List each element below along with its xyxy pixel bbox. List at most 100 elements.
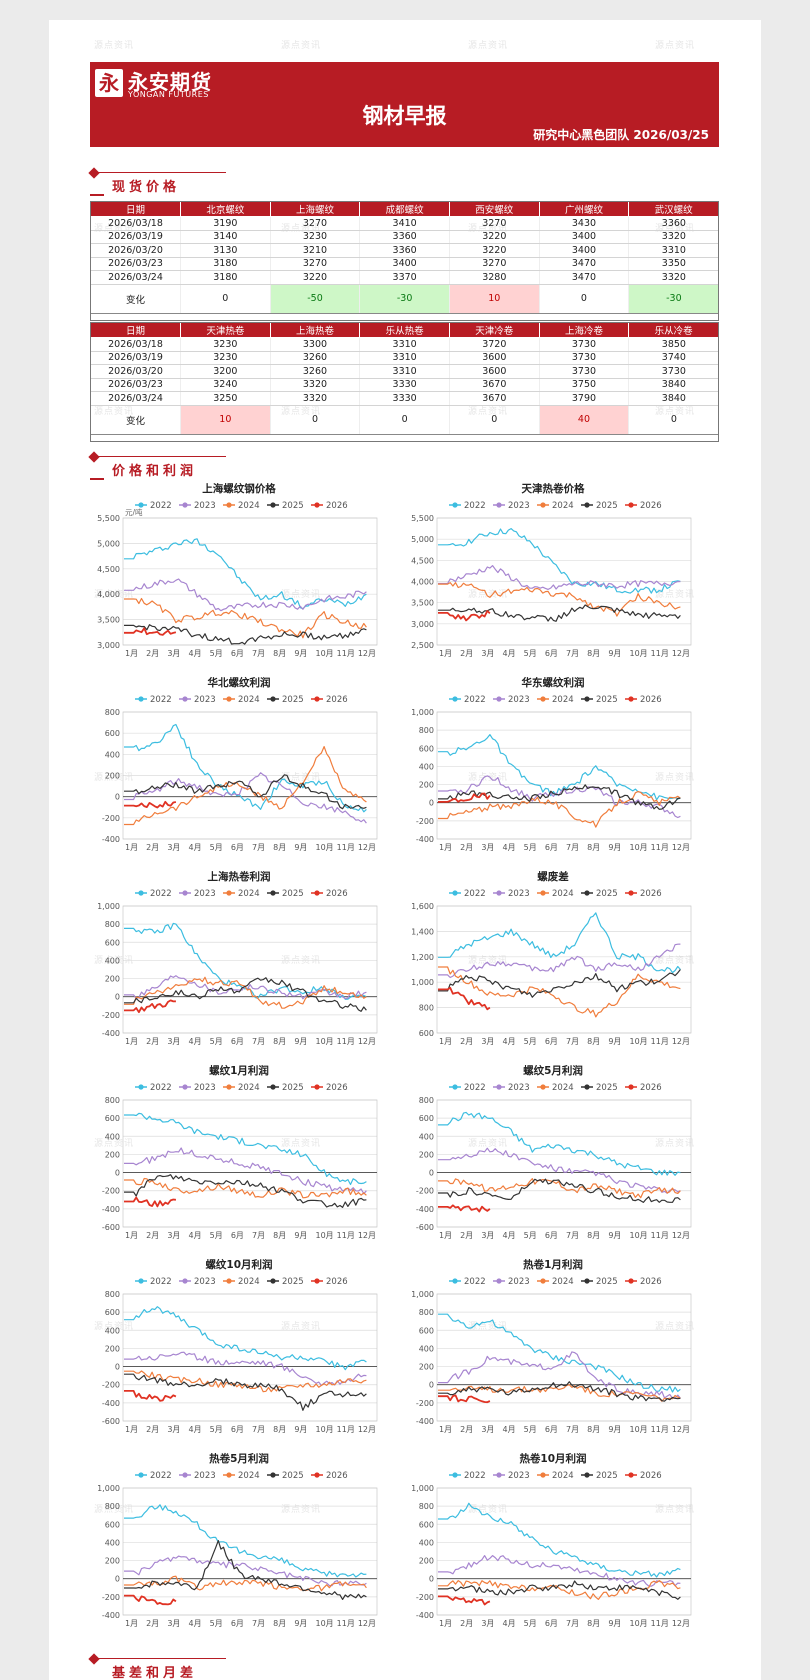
section-rule — [96, 1658, 226, 1659]
series-line-2023 — [124, 1147, 367, 1195]
table-cell: 3730 — [628, 364, 719, 379]
table-row: 2026/03/18 3230 3300 3310 3720 3730 3850 — [90, 337, 719, 352]
table-cell: 3740 — [628, 351, 719, 365]
series-line-2024 — [124, 1177, 367, 1199]
legend-marker — [314, 890, 320, 896]
x-tick-label: 1月 — [439, 1231, 452, 1240]
plot-frame — [122, 517, 378, 646]
legend-marker — [540, 1472, 546, 1478]
line-chart: 天津热卷价格 2022 2023 2024 2025 2026 2,500 3,000 3,50… — [411, 482, 692, 658]
legend-marker — [496, 696, 502, 702]
legend-marker — [540, 696, 546, 702]
series-line-2022 — [124, 1112, 367, 1186]
table-cell: 3260 — [269, 364, 360, 379]
table-cell: 3400 — [359, 257, 450, 271]
legend-marker — [138, 502, 144, 508]
column-header: 武汉螺纹 — [628, 201, 719, 217]
column-header: 日期 — [90, 201, 181, 217]
series-line-2024 — [438, 966, 681, 1018]
y-tick-label: 200 — [419, 1363, 434, 1372]
x-tick-label: 12月 — [358, 1037, 376, 1046]
chart-title: 热卷1月利润 — [523, 1258, 583, 1271]
series-line-2022 — [124, 538, 367, 610]
legend-label: 2023 — [508, 1277, 530, 1287]
legend-marker — [452, 890, 458, 896]
plot-frame — [436, 905, 692, 1034]
x-tick-label: 10月 — [630, 1037, 648, 1046]
x-tick-label: 2月 — [146, 1231, 159, 1240]
legend-marker — [584, 502, 590, 508]
x-tick-label: 5月 — [210, 649, 223, 658]
watermark-text: 源点资讯 — [94, 1505, 135, 1515]
y-tick-label: 0 — [429, 799, 434, 808]
x-tick-label: 6月 — [231, 843, 244, 852]
column-header: 广州螺纹 — [538, 201, 630, 217]
series-line-2023 — [124, 578, 367, 612]
report-author-date: 研究中心黑色团队 2026/03/25 — [533, 128, 709, 142]
x-tick-label: 3月 — [167, 1619, 180, 1628]
legend-marker — [226, 696, 232, 702]
legend-marker — [270, 1084, 276, 1090]
table-cell: 3310 — [628, 243, 719, 258]
y-tick-label: 0 — [115, 993, 120, 1002]
chart-title: 热卷10月利润 — [519, 1452, 586, 1465]
x-tick-label: 3月 — [167, 1231, 180, 1240]
series-line-2026 — [438, 1204, 491, 1213]
legend-label: 2025 — [282, 501, 304, 511]
x-tick-label: 8月 — [587, 1619, 600, 1628]
legend-label: 2023 — [194, 501, 216, 511]
x-tick-label: 7月 — [566, 649, 579, 658]
x-tick-label: 2月 — [460, 649, 473, 658]
legend-label: 2024 — [552, 501, 574, 511]
y-tick-label: 1,000 — [411, 1290, 434, 1299]
y-tick-label: -200 — [416, 817, 434, 826]
table-cell: 3230 — [180, 351, 271, 365]
y-tick-label: 400 — [105, 956, 120, 965]
column-header: 天津热卷 — [180, 322, 271, 338]
series-line-2026 — [124, 999, 176, 1014]
table-cell: 3280 — [448, 270, 540, 285]
table-cell: 3330 — [359, 391, 450, 406]
y-tick-label: 800 — [419, 1308, 434, 1317]
section-rule — [96, 172, 226, 173]
report-sheet: 源点资讯 源点资讯 源点资讯 源点资讯 源点资讯 源点资讯 源点资讯 源点资讯 源点资讯 源点资讯… — [49, 20, 761, 1680]
section-header-spot: 现货价格 — [88, 166, 390, 196]
legend-label: 2026 — [640, 1471, 662, 1481]
section-marker — [88, 167, 100, 179]
legend-label: 2026 — [326, 695, 348, 705]
column-header: 日期 — [90, 322, 181, 338]
x-tick-label: 3月 — [481, 649, 494, 658]
legend-marker — [496, 1084, 502, 1090]
x-tick-label: 8月 — [273, 649, 286, 658]
y-tick-label: 5,500 — [97, 514, 120, 523]
x-tick-label: 7月 — [252, 843, 265, 852]
plot-frame — [436, 1487, 692, 1616]
x-tick-label: 1月 — [125, 1425, 138, 1434]
y-tick-label: 800 — [105, 1096, 120, 1105]
legend-marker — [182, 1472, 188, 1478]
chart-panel: 螺纹1月利润 2022 2023 2024 2025 2026 -600 -400 -200 0 2… — [89, 1062, 389, 1257]
x-tick-label: 12月 — [672, 1037, 690, 1046]
legend-label: 2025 — [282, 1083, 304, 1093]
legend-marker — [182, 502, 188, 508]
table-cell: 3260 — [269, 351, 360, 365]
legend-marker — [314, 1278, 320, 1284]
legend-marker — [540, 1084, 546, 1090]
y-tick-label: 400 — [419, 1538, 434, 1547]
y-tick-label: 600 — [105, 1520, 120, 1529]
x-tick-label: 2月 — [460, 1037, 473, 1046]
legend-label: 2023 — [194, 1277, 216, 1287]
table-header-row: 日期 天津热卷 上海热卷 乐从热卷 天津冷卷 上海冷卷 乐从冷卷 — [90, 322, 719, 338]
series-line-2023 — [438, 943, 681, 979]
series-line-2022 — [124, 723, 367, 813]
x-tick-label: 1月 — [439, 1425, 452, 1434]
legend-label: 2022 — [150, 1277, 172, 1287]
chart-panel: 华东螺纹利润 2022 2023 2024 2025 2026 -400 -200 0 200 40… — [403, 674, 703, 869]
table-cell: 3430 — [538, 216, 629, 231]
chart-title: 华东螺纹利润 — [522, 676, 585, 689]
legend-label: 2025 — [282, 889, 304, 899]
legend-marker — [138, 1278, 144, 1284]
legend-label: 2026 — [326, 1471, 348, 1481]
y-tick-label: 800 — [419, 1096, 434, 1105]
legend-marker — [540, 502, 546, 508]
